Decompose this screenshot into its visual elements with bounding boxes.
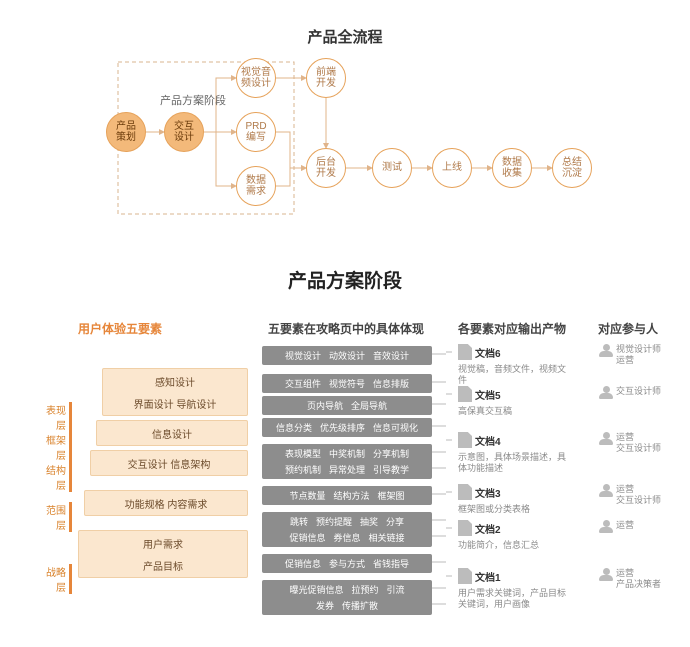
document-icon — [458, 386, 472, 402]
flow-node-online: 上线 — [432, 148, 472, 188]
document-icon — [458, 568, 472, 584]
doc-0: 文档6视觉稿，音频文件，视频文件 — [458, 344, 568, 387]
role-1: 交互设计师 — [598, 386, 661, 404]
flow-node-fe: 前端开发 — [306, 58, 346, 98]
layer-tag: 结构层 — [38, 462, 72, 492]
role-0: 视觉设计师运营 — [598, 344, 661, 366]
layer-tag: 表现层 — [38, 402, 72, 432]
phase-label: 产品方案阶段 — [160, 92, 226, 108]
doc-5: 文档1用户需求关键词，产品目标关键词，用户画像 — [458, 568, 568, 611]
flow-node-collect: 数据收集 — [492, 148, 532, 188]
flow-node-be: 后台开发 — [306, 148, 346, 188]
role-3: 运营交互设计师 — [598, 484, 661, 506]
doc-2: 文档4示意图，具体场景描述，具体功能描述 — [458, 432, 568, 475]
col1-h: 用户体验五要素 — [78, 320, 162, 337]
layer-text: 功能规格 内容需求 — [90, 496, 242, 511]
person-icon — [598, 568, 614, 582]
person-icon — [598, 484, 614, 498]
layer-tag: 战略层 — [38, 564, 72, 594]
person-icon — [598, 344, 614, 358]
section2-title: 产品方案阶段 — [0, 266, 690, 293]
detail-row-6: 节点数量结构方法框架图 — [262, 486, 432, 505]
doc-3: 文档3框架图或分类表格 — [458, 484, 530, 515]
layer-text: 产品目标 — [84, 558, 242, 573]
col2-h: 五要素在攻略页中的具体体现 — [268, 320, 424, 337]
layer-text: 感知设计 — [108, 374, 242, 389]
detail-row-1: 交互组件视觉符号信息排版 — [262, 374, 432, 393]
layer-tag: 范围层 — [38, 502, 72, 532]
document-icon — [458, 344, 472, 360]
doc-4: 文档2功能简介，信息汇总 — [458, 520, 539, 551]
doc-1: 文档5高保真交互稿 — [458, 386, 512, 417]
top-title: 产品全流程 — [0, 26, 690, 47]
detail-row-8: 促销信息券信息相关链接 — [262, 528, 432, 547]
flow-node-test: 测试 — [372, 148, 412, 188]
flow-node-ix: 交互设计 — [164, 112, 204, 152]
role-5: 运营产品决策者 — [598, 568, 661, 590]
detail-row-0: 视觉设计动效设计音效设计 — [262, 346, 432, 365]
role-2: 运营交互设计师 — [598, 432, 661, 454]
role-4: 运营 — [598, 520, 634, 538]
col4-h: 对应参与人 — [598, 320, 658, 337]
document-icon — [458, 520, 472, 536]
document-icon — [458, 484, 472, 500]
flow-node-data: 数据需求 — [236, 166, 276, 206]
layer-tag: 框架层 — [38, 432, 72, 462]
col3-h: 各要素对应输出产物 — [458, 320, 566, 337]
layer-text: 交互设计 信息架构 — [96, 456, 242, 471]
layer-text: 界面设计 导航设计 — [108, 396, 242, 411]
detail-row-9: 促销信息参与方式省钱指导 — [262, 554, 432, 573]
flow-node-prd: PRD编写 — [236, 112, 276, 152]
detail-row-3: 信息分类优先级排序信息可视化 — [262, 418, 432, 437]
detail-row-2: 页内导航全局导航 — [262, 396, 432, 415]
detail-row-11: 发券传播扩散 — [262, 596, 432, 615]
person-icon — [598, 520, 614, 534]
layer-text: 用户需求 — [84, 536, 242, 551]
person-icon — [598, 432, 614, 446]
layer-text: 信息设计 — [102, 426, 242, 441]
person-icon — [598, 386, 614, 400]
flow-node-sum: 总结沉淀 — [552, 148, 592, 188]
detail-row-5: 预约机制异常处理引导教学 — [262, 460, 432, 479]
flow-node-plan: 产品策划 — [106, 112, 146, 152]
flow-node-vis: 视觉音频设计 — [236, 58, 276, 98]
document-icon — [458, 432, 472, 448]
